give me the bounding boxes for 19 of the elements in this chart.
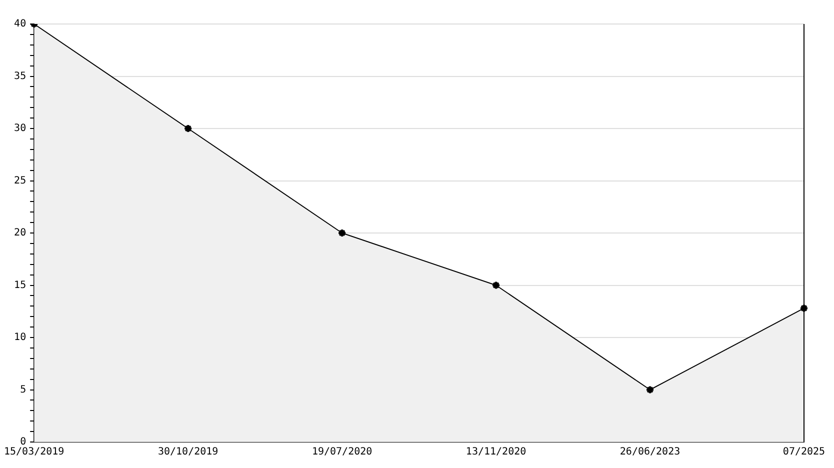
y-tick-label: 40 <box>14 18 26 30</box>
y-tick-label: 0 <box>20 436 26 448</box>
y-tick-label: 5 <box>20 384 26 396</box>
point <box>184 124 193 133</box>
x-tick-label: 15/03/2019 <box>4 446 64 458</box>
point <box>646 385 655 394</box>
y-tick-label: 25 <box>14 175 26 186</box>
point <box>492 280 501 290</box>
y-tick-label: 20 <box>14 228 26 239</box>
y-tick-label: 30 <box>14 123 26 134</box>
x-tick-label: 19/07/2020 <box>312 446 372 458</box>
y-tick-label: 35 <box>14 70 26 82</box>
x-tick-label: 07/2025 <box>782 446 826 458</box>
y-tick-label: 10 <box>14 332 26 344</box>
point <box>338 228 347 238</box>
y-tick-label: 15 <box>14 280 26 291</box>
x-tick-label: 26/06/2023 <box>620 446 680 458</box>
x-tick-label: 30/10/2019 <box>158 446 218 458</box>
x-tick-label: 13/11/2020 <box>466 446 526 458</box>
